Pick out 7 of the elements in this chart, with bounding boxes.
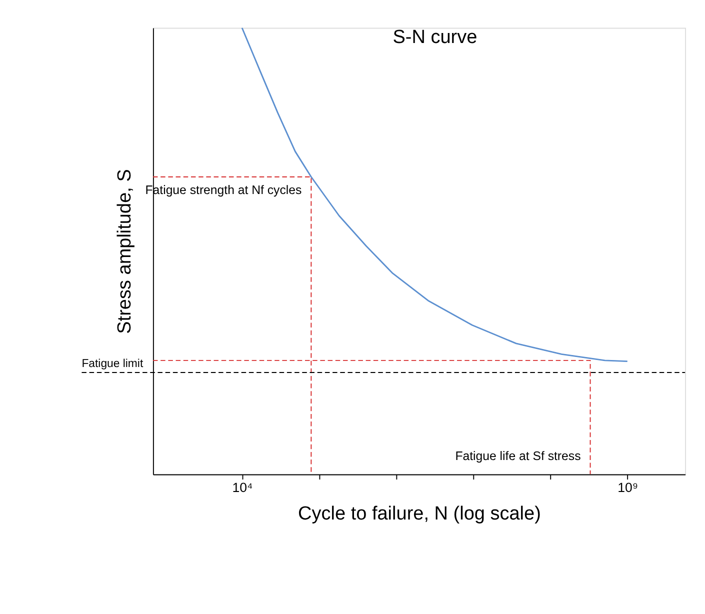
y-axis-title: Stress amplitude, S [114, 169, 136, 334]
chart-title: S-N curve [392, 26, 478, 48]
ref-line-label: Fatigue limit [82, 358, 144, 370]
annotation: Fatigue life at Sf stress [455, 449, 581, 464]
x-tick-label: 10⁴ [232, 480, 253, 495]
x-tick-label: 10⁹ [618, 480, 638, 495]
x-axis-title: Cycle to failure, N (log scale) [298, 503, 541, 524]
